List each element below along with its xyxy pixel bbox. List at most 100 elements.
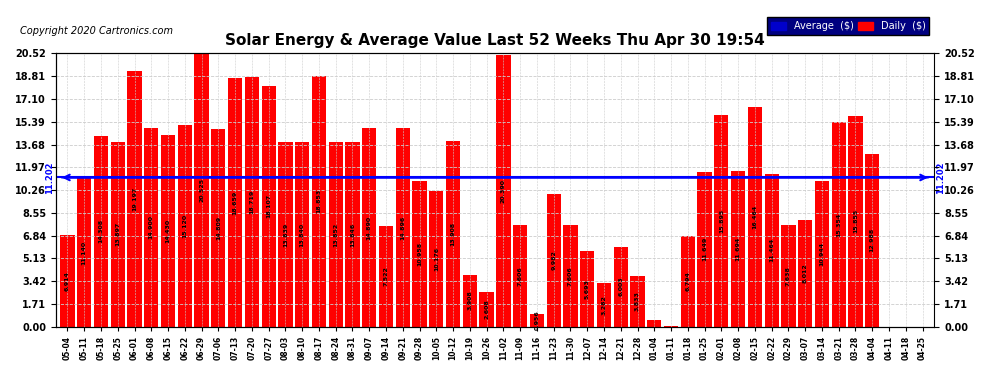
Text: 11.202: 11.202 [46, 161, 54, 194]
Bar [798, 220, 813, 327]
Text: 3.833: 3.833 [635, 291, 640, 311]
Text: 9.982: 9.982 [551, 250, 556, 270]
Text: 7.606: 7.606 [518, 266, 523, 286]
Bar [747, 108, 762, 327]
Bar [145, 128, 158, 327]
Text: 18.107: 18.107 [266, 194, 271, 218]
Bar [413, 181, 427, 327]
Bar [60, 235, 74, 327]
Bar [329, 142, 343, 327]
Text: 13.908: 13.908 [450, 222, 455, 246]
Text: 8.012: 8.012 [803, 263, 808, 283]
Text: Copyright 2020 Cartronics.com: Copyright 2020 Cartronics.com [20, 26, 173, 36]
Bar [396, 128, 410, 327]
Text: 14.430: 14.430 [165, 219, 170, 243]
Text: 7.606: 7.606 [568, 266, 573, 286]
Bar [697, 171, 712, 327]
Bar [731, 171, 745, 327]
Text: 5.693: 5.693 [585, 279, 590, 298]
Text: 16.464: 16.464 [752, 205, 757, 229]
Bar [228, 78, 243, 327]
Bar [815, 181, 829, 327]
Bar [278, 142, 293, 327]
Bar [546, 194, 560, 327]
Bar [631, 276, 644, 327]
Text: 12.988: 12.988 [870, 228, 875, 252]
Bar [496, 55, 511, 327]
Text: 13.839: 13.839 [283, 222, 288, 247]
Bar [346, 142, 359, 327]
Bar [597, 283, 611, 327]
Text: 2.608: 2.608 [484, 299, 489, 319]
Title: Solar Energy & Average Value Last 52 Weeks Thu Apr 30 19:54: Solar Energy & Average Value Last 52 Wee… [225, 33, 765, 48]
Text: 10.958: 10.958 [417, 242, 422, 266]
Bar [362, 128, 376, 327]
Bar [161, 135, 175, 327]
Bar [614, 247, 628, 327]
Text: 7.638: 7.638 [786, 266, 791, 286]
Bar [832, 122, 845, 327]
Text: 14.308: 14.308 [98, 219, 104, 243]
Text: 13.840: 13.840 [300, 222, 305, 246]
Bar [848, 116, 862, 327]
Bar [446, 141, 460, 327]
Text: 10.944: 10.944 [820, 242, 825, 266]
Bar [580, 251, 594, 327]
Text: 6.003: 6.003 [618, 277, 624, 297]
Text: 15.120: 15.120 [182, 214, 187, 238]
Bar [211, 129, 226, 327]
Bar [295, 142, 309, 327]
Text: 20.525: 20.525 [199, 178, 204, 202]
Text: 18.853: 18.853 [317, 189, 322, 213]
Text: 3.908: 3.908 [467, 291, 472, 310]
Text: 14.890: 14.890 [366, 215, 372, 240]
Text: 11.464: 11.464 [769, 238, 774, 262]
Legend: Average  ($), Daily  ($): Average ($), Daily ($) [767, 17, 930, 35]
Bar [379, 226, 393, 327]
Bar [194, 53, 209, 327]
Bar [77, 178, 91, 327]
Bar [128, 71, 142, 327]
Text: 11.649: 11.649 [702, 237, 707, 261]
Text: 3.282: 3.282 [602, 295, 607, 315]
Bar [94, 136, 108, 327]
Bar [312, 76, 326, 327]
Bar [261, 86, 276, 327]
Text: 18.719: 18.719 [249, 190, 254, 214]
Bar [764, 174, 779, 327]
Text: 15.354: 15.354 [837, 212, 842, 237]
Bar [513, 225, 528, 327]
Bar [530, 314, 544, 327]
Bar [479, 292, 494, 327]
Text: 15.895: 15.895 [719, 209, 724, 233]
Text: 15.855: 15.855 [853, 209, 858, 233]
Text: 11.202: 11.202 [936, 161, 944, 194]
Text: 14.900: 14.900 [148, 215, 153, 239]
Text: 6.794: 6.794 [685, 272, 690, 291]
Text: 14.809: 14.809 [216, 216, 221, 240]
Bar [781, 225, 796, 327]
Bar [177, 125, 192, 327]
Bar [462, 274, 477, 327]
Text: 13.852: 13.852 [334, 222, 339, 246]
Text: 18.659: 18.659 [233, 190, 238, 214]
Text: 19.197: 19.197 [132, 187, 137, 211]
Bar [865, 154, 879, 327]
Bar [681, 236, 695, 327]
Text: 6.914: 6.914 [65, 271, 70, 291]
Bar [430, 191, 444, 327]
Text: 13.897: 13.897 [115, 222, 120, 246]
Text: 11.694: 11.694 [736, 237, 741, 261]
Bar [563, 225, 577, 327]
Text: 7.522: 7.522 [383, 267, 388, 286]
Text: 14.896: 14.896 [400, 215, 405, 240]
Bar [647, 320, 661, 327]
Text: 10.176: 10.176 [434, 247, 439, 271]
Text: 13.846: 13.846 [350, 222, 355, 247]
Text: 11.140: 11.140 [82, 240, 87, 264]
Bar [714, 115, 729, 327]
Text: 20.390: 20.390 [501, 179, 506, 203]
Bar [111, 142, 125, 327]
Bar [245, 77, 259, 327]
Text: 0.956: 0.956 [535, 310, 540, 330]
